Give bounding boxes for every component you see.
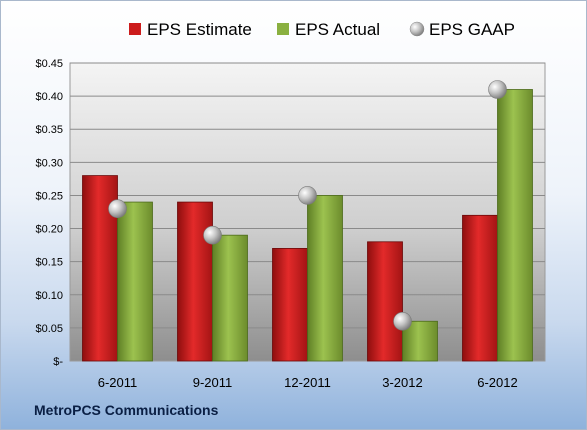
bar-eps-estimate <box>367 241 403 362</box>
x-axis: 6-2011 9-2011 12-2011 3-2012 6-2012 <box>98 375 518 390</box>
y-tick-label: $0.20 <box>35 224 63 236</box>
bars <box>82 89 533 362</box>
gaap-marker <box>298 186 317 205</box>
gaap-marker <box>108 199 127 218</box>
company-name: MetroPCS Communications <box>34 402 219 418</box>
y-tick-label: $0.10 <box>35 290 63 302</box>
x-tick-label: 6-2012 <box>477 375 517 390</box>
x-tick-label: 3-2012 <box>382 375 422 390</box>
legend-label: EPS Estimate <box>147 20 252 39</box>
y-axis: $- $0.05 $0.10 $0.15 $0.20 $0.25 $0.30 $0.35 $0.… <box>35 58 63 368</box>
legend-swatch <box>277 23 289 35</box>
legend-swatch <box>129 23 141 35</box>
x-tick-label: 6-2011 <box>98 375 138 390</box>
bar-eps-actual <box>212 234 248 362</box>
legend: EPS Estimate EPS Actual EPS GAAP <box>129 20 515 39</box>
y-tick-label: $0.25 <box>35 190 63 202</box>
bar-eps-estimate <box>177 201 213 362</box>
y-tick-label: $0.45 <box>35 58 63 70</box>
x-tick-label: 9-2011 <box>193 375 233 390</box>
gaap-markers <box>108 80 507 331</box>
y-tick-label: $0.35 <box>35 124 63 136</box>
bar-eps-actual <box>307 195 343 362</box>
legend-label: EPS GAAP <box>429 20 515 39</box>
y-tick-label: $0.30 <box>35 157 63 169</box>
bar-eps-estimate <box>272 248 308 362</box>
y-tick-label: $0.40 <box>35 91 63 103</box>
gaap-marker <box>203 225 222 245</box>
legend-label: EPS Actual <box>295 20 380 39</box>
legend-swatch <box>409 21 425 37</box>
bar-eps-actual <box>117 201 153 362</box>
bar-eps-estimate <box>462 214 498 362</box>
gaap-marker <box>393 311 412 331</box>
y-tick-label: $- <box>53 356 63 368</box>
y-tick-label: $0.05 <box>35 323 63 335</box>
bar-eps-actual <box>497 89 533 362</box>
y-tick-label: $0.15 <box>35 257 63 269</box>
x-tick-label: 12-2011 <box>284 375 331 390</box>
gaap-marker <box>488 80 507 99</box>
